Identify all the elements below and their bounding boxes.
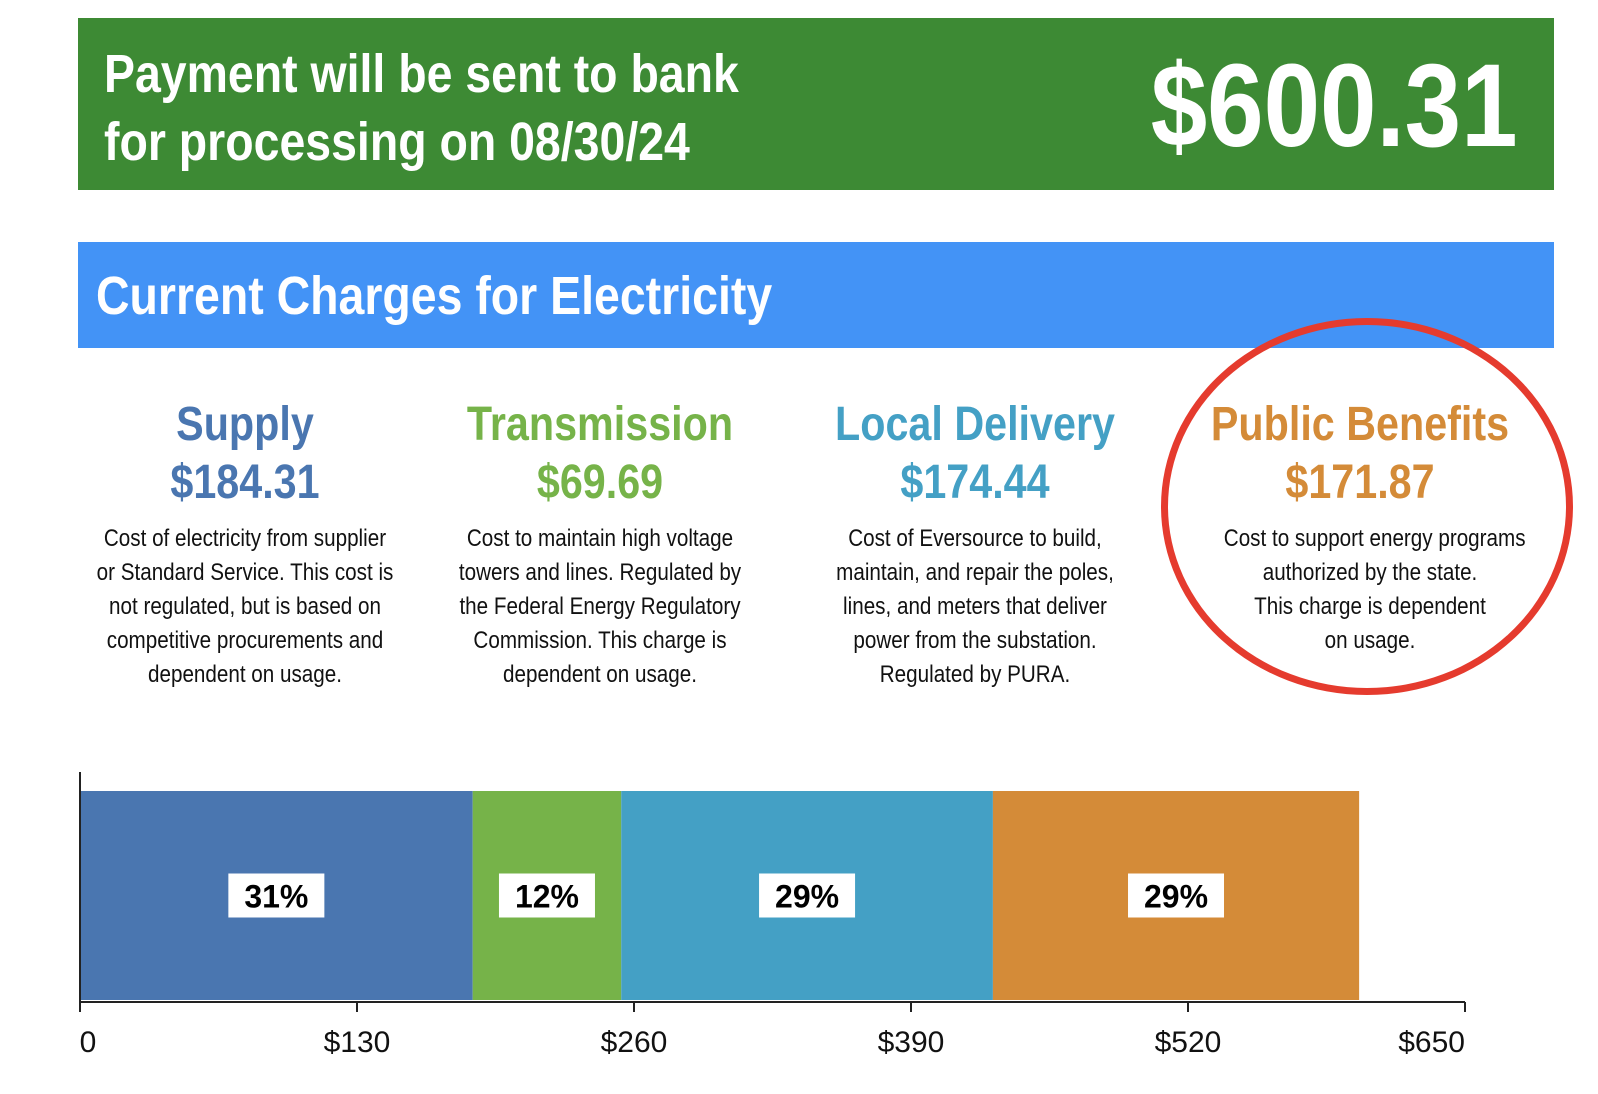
x-tick-label: $130 [324, 1026, 391, 1059]
description-line: Cost of electricity from supplier [103, 525, 387, 552]
description-line: Cost of Eversource to build, [848, 525, 1102, 552]
description-line: towers and lines. Regulated by [458, 559, 742, 586]
percent-label-box [1128, 873, 1225, 918]
percent-label: 12% [515, 879, 579, 915]
category-name: Transmission [466, 398, 734, 451]
payment-message-line-1: Payment will be sent to bank [104, 44, 739, 104]
description-line: competitive procurements and [106, 627, 384, 654]
description-line: Regulated by PURA. [879, 661, 1071, 688]
payment-banner: Payment will be sent to bank for process… [78, 18, 1554, 190]
category-amount: $174.44 [900, 456, 1050, 509]
description-line: Commission. This charge is [473, 627, 727, 654]
percent-label: 31% [244, 879, 308, 915]
x-tick-label: $390 [878, 1026, 945, 1059]
percent-label-box [759, 873, 856, 918]
payment-message-line-2: for processing on 08/30/24 [104, 112, 690, 172]
category-transmission: Transmission $69.69 Cost to maintain hig… [420, 396, 780, 692]
payment-amount: $600.31 [1151, 40, 1518, 172]
category-name: Public Benefits [1210, 398, 1510, 451]
description-line: Cost to maintain high voltage [466, 525, 734, 552]
description-line: lines, and meters that deliver [843, 593, 1107, 620]
description-line: not regulated, but is based on [109, 593, 381, 620]
description-line: the Federal Energy Regulatory [459, 593, 741, 620]
category-amount: $171.87 [1285, 456, 1435, 509]
description-line: power from the substation. [853, 627, 1097, 654]
description-line: authorized by the state. [1262, 559, 1478, 586]
charges-title: Current Charges for Electricity [96, 266, 773, 326]
description-line: dependent on usage. [503, 661, 697, 688]
x-tick-label: $520 [1155, 1026, 1222, 1059]
payment-message: Payment will be sent to bank for process… [104, 40, 739, 176]
percent-label: 29% [775, 879, 839, 915]
description-line: This charge is dependent [1254, 593, 1486, 620]
category-amount: $69.69 [536, 456, 664, 509]
category-supply: Supply $184.31 Cost of electricity from … [65, 396, 425, 692]
description-line: maintain, and repair the poles, [836, 559, 1114, 586]
category-name: Supply [176, 398, 314, 451]
category-amount: $184.31 [170, 456, 320, 509]
description-line: Cost to support energy programs [1223, 525, 1526, 552]
category-public-benefits: Public Benefits $171.87 Cost to support … [1180, 396, 1540, 658]
category-name: Local Delivery [835, 398, 1115, 451]
description-line: on usage. [1324, 627, 1416, 654]
category-description: Cost to maintain high voltage towers and… [445, 522, 755, 692]
description-line: dependent on usage. [148, 661, 342, 688]
x-tick-label: 0 [80, 1026, 97, 1059]
category-description: Cost of Eversource to build, maintain, a… [820, 522, 1130, 692]
percent-label-box [228, 873, 325, 918]
category-local-delivery: Local Delivery $174.44 Cost of Eversourc… [795, 396, 1155, 692]
percent-label-box [498, 873, 595, 918]
x-tick-label: $260 [601, 1026, 668, 1059]
category-description: Cost of electricity from supplier or Sta… [90, 522, 400, 692]
description-line: or Standard Service. This cost is [96, 559, 394, 586]
charges-header: Current Charges for Electricity [78, 242, 1554, 348]
percent-label: 29% [1144, 879, 1208, 915]
category-description: Cost to support energy programs authoriz… [1223, 522, 1526, 658]
x-tick-label: $650 [1398, 1026, 1465, 1059]
